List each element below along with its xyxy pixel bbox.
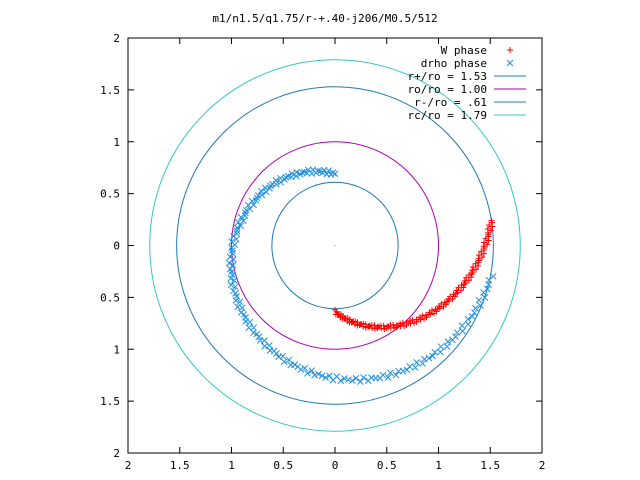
series-markers: [225, 166, 497, 385]
legend-label: W phase: [441, 44, 487, 57]
x-tick-label: 0.5: [377, 459, 397, 472]
series-w-phase: [332, 217, 496, 333]
y-tick-label: 0: [113, 240, 120, 253]
y-tick-label: 2: [113, 32, 120, 45]
circle-ro: [231, 141, 439, 350]
legend-label: r+/ro = 1.53: [408, 70, 487, 83]
circle-r: [176, 86, 494, 405]
x-tick-label: 2: [125, 459, 132, 472]
y-tick-label: 1.5: [100, 84, 120, 97]
point-layer: [225, 166, 497, 385]
y-axis: 2 1.5 1 0.5 0 0.5 1 1.5 2: [100, 32, 542, 460]
chart-title: m1/n1.5/q1.75/r-+.40-j206/M0.5/512: [212, 12, 437, 25]
y-tick-label: 1: [113, 343, 120, 356]
x-tick-label: 0.5: [273, 459, 293, 472]
legend-label: rc/ro = 1.79: [408, 109, 487, 122]
y-tick-label: 1: [113, 136, 120, 149]
x-axis: 2 1.5 1 0.5 0 0.5 1 1.5 2: [125, 38, 546, 472]
legend-label: ro/ro = 1.00: [408, 83, 487, 96]
legend-label: r-/ro = .61: [414, 96, 487, 109]
y-tick-label: 0.5: [100, 291, 120, 304]
y-tick-label: 0.5: [100, 188, 120, 201]
origin-dot: [334, 244, 336, 247]
x-tick-label: 1.5: [170, 459, 190, 472]
legend-marker: [507, 47, 513, 53]
x-tick-label: 2: [539, 459, 546, 472]
legend-label: drho phase: [421, 57, 487, 70]
series-drho-phase: [225, 166, 497, 385]
y-tick-label: 2: [113, 447, 120, 460]
x-tick-label: 0: [332, 459, 339, 472]
series-markers: [332, 217, 496, 333]
legend-marker: [506, 59, 514, 67]
circle-rc: [149, 59, 521, 432]
x-tick-label: 1: [228, 459, 235, 472]
y-tick-label: 1.5: [100, 395, 120, 408]
x-tick-label: 1.5: [480, 459, 500, 472]
x-tick-label: 1: [435, 459, 442, 472]
